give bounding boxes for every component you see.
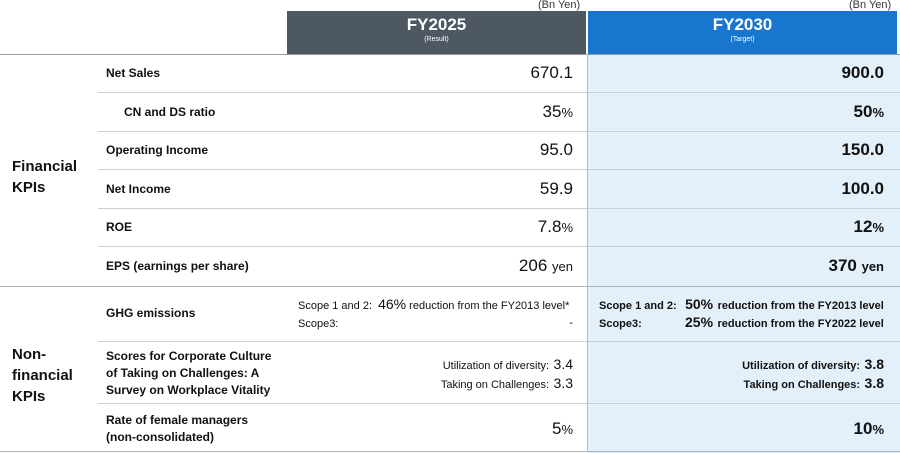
net-sales-result: 670.1 <box>530 63 573 82</box>
ghg-result-scope3-label: Scope3: <box>298 318 339 330</box>
ghg-result-scope3-value: - <box>569 317 573 329</box>
cn-ds-target-value: 50 <box>853 102 873 121</box>
scope12-label: Scope 1 and 2: <box>599 300 677 312</box>
target-column-background <box>588 54 900 453</box>
scope12-value: 50% <box>685 296 714 312</box>
scope12-text: reduction from the FY2013 level* <box>409 300 570 312</box>
row-divider <box>98 246 900 247</box>
row-label-female-managers: Rate of female managers (non-consolidate… <box>106 413 249 444</box>
group-label-financial: Financial KPIs <box>12 158 78 196</box>
cn-ds-result-value: 35 <box>542 102 562 121</box>
female-managers-target: 10% <box>854 419 884 439</box>
header-rule <box>0 54 900 55</box>
column-divider <box>587 54 588 452</box>
ghg-target-scope3-label: Scope3: <box>599 318 642 330</box>
unit-label-target: (Bn Yen) <box>849 0 892 11</box>
row-label-ghg-emissions: GHG emissions <box>106 306 196 320</box>
roe-target: 12% <box>854 217 884 237</box>
row-label-operating-income: Operating Income <box>106 143 209 157</box>
row-divider <box>98 208 900 209</box>
row-divider <box>98 169 900 170</box>
row-label-culture-survey: Scores for Corporate Culture of Taking o… <box>106 349 272 397</box>
row-label-eps: EPS (earnings per share) <box>106 259 249 273</box>
culture-target-diversity: Utilization of diversity: 3.8 <box>742 356 884 374</box>
header-target-subtitle: (Target) <box>730 36 755 43</box>
yen-unit: yen <box>552 259 573 274</box>
row-label-cn-ds-ratio: CN and DS ratio <box>124 105 216 119</box>
cn-ds-ratio-target: 50% <box>854 102 884 122</box>
row-divider <box>98 341 900 342</box>
yen-unit: yen <box>861 259 884 274</box>
eps-result-value: 206 <box>518 256 548 275</box>
row-divider <box>98 403 900 404</box>
roe-target-value: 12 <box>853 217 873 236</box>
female-target-value: 10 <box>853 419 873 438</box>
challenges-value: 3.8 <box>864 375 884 391</box>
percent-unit: % <box>872 220 884 235</box>
ghg-target-scope3: 25% reduction from the FY2022 level <box>685 314 884 332</box>
header-result-title: FY2025 <box>406 15 467 34</box>
roe-result: 7.8% <box>538 217 573 237</box>
culture-result-diversity: Utilization of diversity: 3.4 <box>443 356 573 374</box>
operating-income-target: 150.0 <box>841 140 884 159</box>
eps-target: 370 yen <box>828 256 884 276</box>
header-result-subtitle: (Result) <box>424 36 449 43</box>
header-target-title: FY2030 <box>712 15 773 34</box>
culture-target-challenges: Taking on Challenges: 3.8 <box>744 375 884 393</box>
header-target: FY2030 (Target) <box>588 11 897 54</box>
percent-unit: % <box>872 422 884 437</box>
culture-result-challenges: Taking on Challenges: 3.3 <box>441 375 573 393</box>
net-sales-target: 900.0 <box>841 63 884 82</box>
group-label-nonfinancial: Non- financial KPIs <box>12 346 73 405</box>
percent-unit: % <box>872 105 884 120</box>
percent-unit: % <box>561 105 573 120</box>
operating-income-result: 95.0 <box>539 140 573 159</box>
table-bottom-rule <box>0 451 900 452</box>
header-result: FY2025 (Result) <box>287 11 586 54</box>
net-income-target: 100.0 <box>841 179 884 198</box>
female-result-value: 5 <box>551 419 562 438</box>
row-label-net-sales: Net Sales <box>106 66 161 80</box>
eps-result: 206 yen <box>519 256 573 276</box>
group-divider <box>0 286 900 287</box>
cn-ds-ratio-result: 35% <box>543 102 573 122</box>
ghg-result-scope12: Scope 1 and 2: 46% reduction from the FY… <box>298 296 569 312</box>
net-income-result: 59.9 <box>539 179 573 198</box>
diversity-label: Utilization of diversity: <box>742 360 861 372</box>
scope3-value: 25% <box>685 314 714 330</box>
row-divider <box>98 92 900 93</box>
scope12-value: 46% <box>378 296 407 312</box>
diversity-value: 3.8 <box>864 356 884 372</box>
row-divider <box>98 131 900 132</box>
row-label-net-income: Net Income <box>106 182 171 196</box>
percent-unit: % <box>561 220 573 235</box>
challenges-value: 3.3 <box>553 375 573 391</box>
female-managers-result: 5% <box>552 419 573 439</box>
challenges-label: Taking on Challenges: <box>743 379 861 391</box>
scope3-text: reduction from the FY2022 level <box>717 318 884 330</box>
scope12-text: reduction from the FY2013 level <box>717 300 884 312</box>
ghg-target-scope12: Scope 1 and 2: 50% reduction from the FY… <box>599 296 884 314</box>
percent-unit: % <box>561 422 573 437</box>
challenges-label: Taking on Challenges: <box>440 379 550 391</box>
row-label-roe: ROE <box>106 220 133 234</box>
scope12-label: Scope 1 and 2: <box>298 300 373 312</box>
diversity-label: Utilization of diversity: <box>442 360 550 372</box>
eps-target-value: 370 <box>828 256 857 275</box>
diversity-value: 3.4 <box>553 356 573 372</box>
roe-result-value: 7.8 <box>537 217 562 236</box>
unit-label-result: (Bn Yen) <box>538 0 581 11</box>
